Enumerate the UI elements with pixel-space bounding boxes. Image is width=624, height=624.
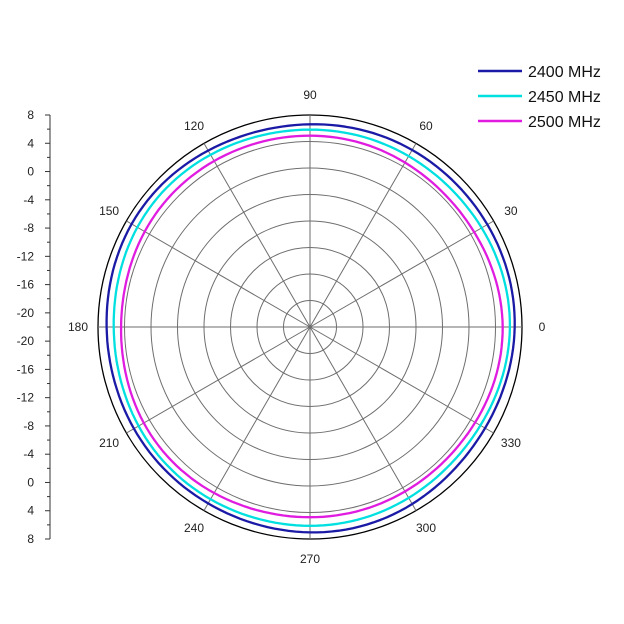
angle-label: 0	[539, 320, 546, 334]
grid-spoke	[309, 326, 494, 434]
grid-spoke	[309, 220, 494, 328]
radial-tick-label: 0	[27, 475, 34, 489]
angle-label: 300	[416, 521, 436, 535]
angle-labels: 0 30 60 90 120 150 180 210 240 270 300 330	[68, 88, 546, 566]
radial-tick-label: -20	[17, 334, 35, 348]
polar-grid	[97, 114, 523, 540]
radial-tick-label: 4	[27, 136, 34, 150]
grid-spoke	[203, 143, 311, 328]
angle-label: 60	[419, 119, 433, 133]
radial-tick-label: 4	[27, 504, 34, 518]
legend: 2400 MHz 2450 MHz 2500 MHz	[478, 64, 601, 131]
angle-label: 120	[184, 119, 204, 133]
series-line-2450-mhz	[112, 128, 512, 527]
angle-label: 90	[303, 88, 317, 102]
series-line-2400-mhz	[105, 123, 516, 534]
angle-label: 210	[99, 436, 119, 450]
radial-tick-label: -8	[23, 419, 34, 433]
angle-label: 240	[184, 521, 204, 535]
series-lines	[105, 123, 516, 534]
angle-label: 330	[501, 436, 521, 450]
radial-tick-label: 8	[27, 108, 34, 122]
legend-label: 2450 MHz	[528, 89, 601, 106]
radial-tick-label: -12	[17, 249, 35, 263]
grid-spoke	[126, 326, 311, 434]
grid-spoke	[309, 326, 417, 511]
radial-tick-label: -12	[17, 391, 35, 405]
legend-label: 2400 MHz	[528, 64, 601, 81]
series-line-2500-mhz	[119, 134, 504, 519]
radial-tick-label: -8	[23, 221, 34, 235]
radial-tick-label: -20	[17, 306, 35, 320]
angle-label: 180	[68, 320, 88, 334]
radial-axis: 8 4 0 -4 -8 -12 -16 -20 -20 -16 -12 -8 -4 0 4 8	[17, 108, 51, 546]
angle-label: 270	[300, 552, 320, 566]
radial-tick-label: 8	[27, 532, 34, 546]
grid-spoke	[309, 143, 417, 328]
radial-tick-label: 0	[27, 165, 34, 179]
radial-tick-label: -4	[23, 193, 34, 207]
angle-label: 30	[504, 204, 518, 218]
radial-tick-label: -16	[17, 362, 35, 376]
radial-tick-label: -4	[23, 447, 34, 461]
legend-label: 2500 MHz	[528, 114, 601, 131]
radial-tick-label: -16	[17, 278, 35, 292]
grid-spoke	[203, 326, 311, 511]
grid-spoke	[126, 220, 311, 328]
angle-label: 150	[99, 204, 119, 218]
